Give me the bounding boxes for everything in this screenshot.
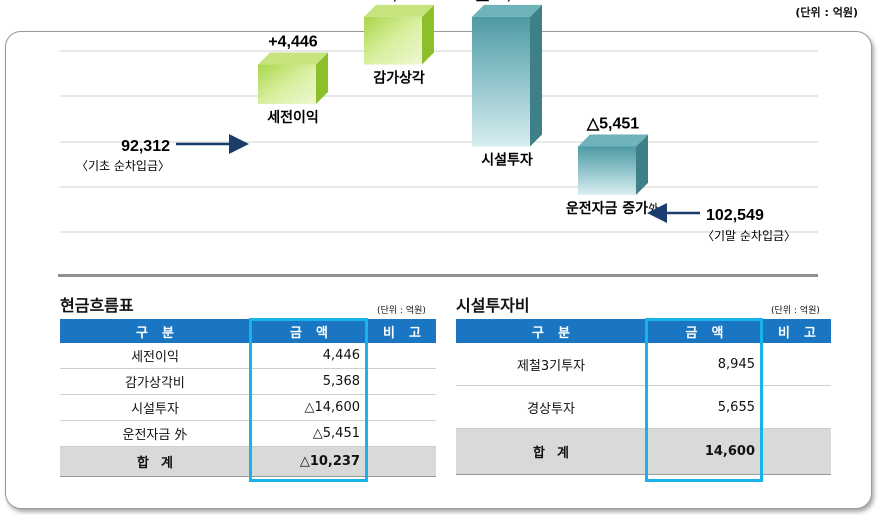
- cash-flow-table: 구분 금액 비고 세전이익 4,446 감가상각비 5,368 시설투자 △14…: [60, 319, 436, 477]
- cash-flow-title: 현금흐름표: [60, 296, 134, 315]
- row-note: [368, 394, 436, 421]
- header-category: 구분: [456, 319, 646, 343]
- row-note: [763, 343, 831, 386]
- row-note: [368, 420, 436, 447]
- bar-side: [422, 4, 434, 65]
- data-label: +5,368: [374, 0, 423, 3]
- total-row: 합계 △10,237: [60, 446, 436, 477]
- capex-table: 구분 금액 비고 제철3기투자 8,945 경상투자 5,655 합계 14,6…: [456, 319, 831, 475]
- table-row: 경상투자 5,655: [456, 385, 831, 429]
- table-row: 제철3기투자 8,945: [456, 343, 831, 386]
- table-row: 세전이익 4,446: [60, 343, 436, 369]
- amount-column-highlight: [645, 318, 763, 482]
- cash-flow-unit: (단위 : 억원): [377, 306, 426, 316]
- row-name: 운전자금 外: [60, 420, 250, 447]
- row-amount: 5,655: [646, 385, 763, 429]
- bar-side: [530, 4, 542, 147]
- gridlines: [60, 50, 818, 233]
- bar: [364, 16, 422, 65]
- capex-unit: (단위 : 억원): [771, 306, 820, 316]
- bar-side: [316, 52, 328, 104]
- bar: [472, 16, 530, 147]
- total-amount: 14,600: [646, 428, 763, 475]
- row-note: [368, 368, 436, 395]
- table-row: 시설투자 △14,600: [60, 394, 436, 421]
- row-note: [368, 343, 436, 369]
- bar: [578, 146, 636, 195]
- unit-label-top: (단위 : 억원): [795, 6, 858, 19]
- amount-column-highlight: [249, 318, 368, 482]
- row-name: 세전이익: [60, 343, 250, 369]
- header-amount: 금액: [646, 319, 763, 343]
- data-label: +4,446: [268, 34, 317, 51]
- category-label: 운전자금 증가外: [566, 200, 660, 217]
- total-amount: △10,237: [250, 446, 368, 477]
- end-label: 〈기말 순차입금〉: [702, 229, 796, 243]
- row-amount: 5,368: [250, 368, 368, 395]
- category-label: 감가상각: [373, 70, 425, 87]
- row-amount: 4,446: [250, 343, 368, 369]
- header-amount: 금액: [250, 319, 368, 343]
- header-category: 구분: [60, 319, 250, 343]
- row-note: [763, 385, 831, 429]
- start-label: 〈기초 순차입금〉: [76, 159, 170, 173]
- total-note: [763, 428, 831, 475]
- bar: [258, 64, 316, 104]
- row-amount: △5,451: [250, 420, 368, 447]
- waterfall-chart: +4,446 세전이익 +5,368 감가상각 △14,600 시설투자 △5,451 운전자…: [60, 0, 818, 243]
- category-label: 시설투자: [481, 152, 533, 168]
- category-label: 세전이익: [267, 109, 319, 126]
- bar-top: [578, 134, 648, 147]
- start-value: 92,312: [121, 138, 170, 155]
- row-name: 제철3기투자: [456, 343, 646, 386]
- data-label: △5,451: [586, 115, 639, 132]
- total-row: 합계 14,600: [456, 428, 831, 475]
- table-row: 감가상각비 5,368: [60, 368, 436, 395]
- row-amount: 8,945: [646, 343, 763, 386]
- header-note: 비고: [368, 319, 436, 343]
- bar-top: [364, 4, 434, 17]
- row-name: 시설투자: [60, 394, 250, 421]
- row-name: 경상투자: [456, 385, 646, 429]
- bar-top: [258, 52, 328, 65]
- data-label: △14,600: [475, 0, 537, 3]
- total-label: 합계: [456, 428, 646, 475]
- bars-group: +4,446 세전이익 +5,368 감가상각 △14,600 시설투자 △5,451 운전자…: [258, 0, 660, 217]
- section-divider: [58, 274, 818, 277]
- bar-side: [636, 134, 648, 195]
- capex-title: 시설투자비: [456, 296, 530, 315]
- total-note: [368, 446, 436, 477]
- end-value: 102,549: [706, 207, 764, 224]
- header-note: 비고: [763, 319, 831, 343]
- row-amount: △14,600: [250, 394, 368, 421]
- row-name: 감가상각비: [60, 368, 250, 395]
- total-label: 합계: [60, 446, 250, 477]
- bar-top: [472, 4, 542, 17]
- table-row: 운전자금 外 △5,451: [60, 420, 436, 447]
